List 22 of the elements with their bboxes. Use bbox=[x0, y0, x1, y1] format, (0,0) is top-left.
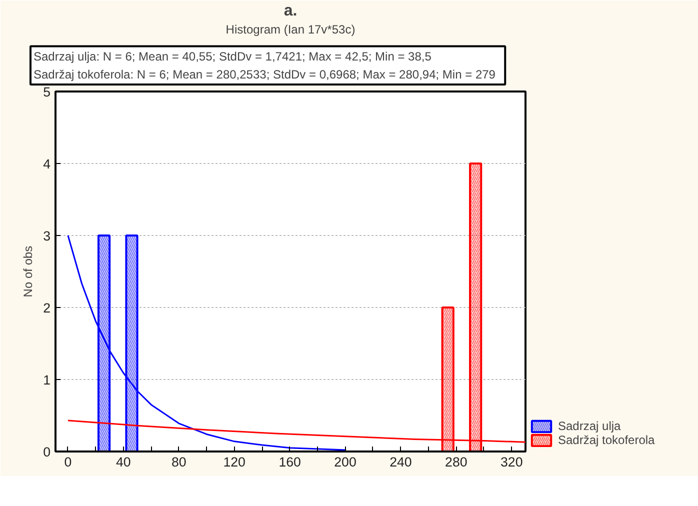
chart-title: Histogram (Ian 17v*53c) bbox=[226, 22, 356, 36]
x-tick-label: 120 bbox=[223, 454, 246, 470]
y-tick-label: 1 bbox=[43, 372, 51, 388]
text: Sadrzaj ulja: N = 6; Mean = 40,55; StdDv = 1,7421; Max = 42,5; Min = 38,5 Sadržaj tokoferola: N = 6; Mean = 280,2533; StdDv = 0,6968; Max = 280,94; Min = 279 bbox=[34, 49, 496, 82]
y-tick-label: 4 bbox=[43, 156, 52, 172]
x-tick-label: 240 bbox=[390, 454, 412, 470]
x-tick-label: 80 bbox=[171, 454, 186, 470]
x-tick-label: 320 bbox=[500, 454, 523, 470]
y-tick-label: 3 bbox=[43, 228, 51, 244]
x-tick-label: 200 bbox=[334, 454, 356, 470]
y-axis-title: No of obs bbox=[21, 246, 36, 298]
line-series bbox=[67, 234, 346, 451]
legend-label: Sadržaj tokoferola bbox=[558, 433, 655, 447]
x-tick-label: 0 bbox=[64, 454, 72, 470]
y-tick-label: 5 bbox=[43, 84, 51, 100]
legend-label: Sadrzaj ulja bbox=[558, 419, 621, 433]
text: a. bbox=[284, 2, 298, 20]
x-tick-label: 160 bbox=[278, 454, 301, 470]
y-tick-label: 2 bbox=[43, 300, 51, 316]
x-tick-label: 40 bbox=[116, 454, 131, 470]
y-tick-label: 0 bbox=[43, 444, 51, 460]
x-tick-label: 280 bbox=[445, 454, 468, 470]
